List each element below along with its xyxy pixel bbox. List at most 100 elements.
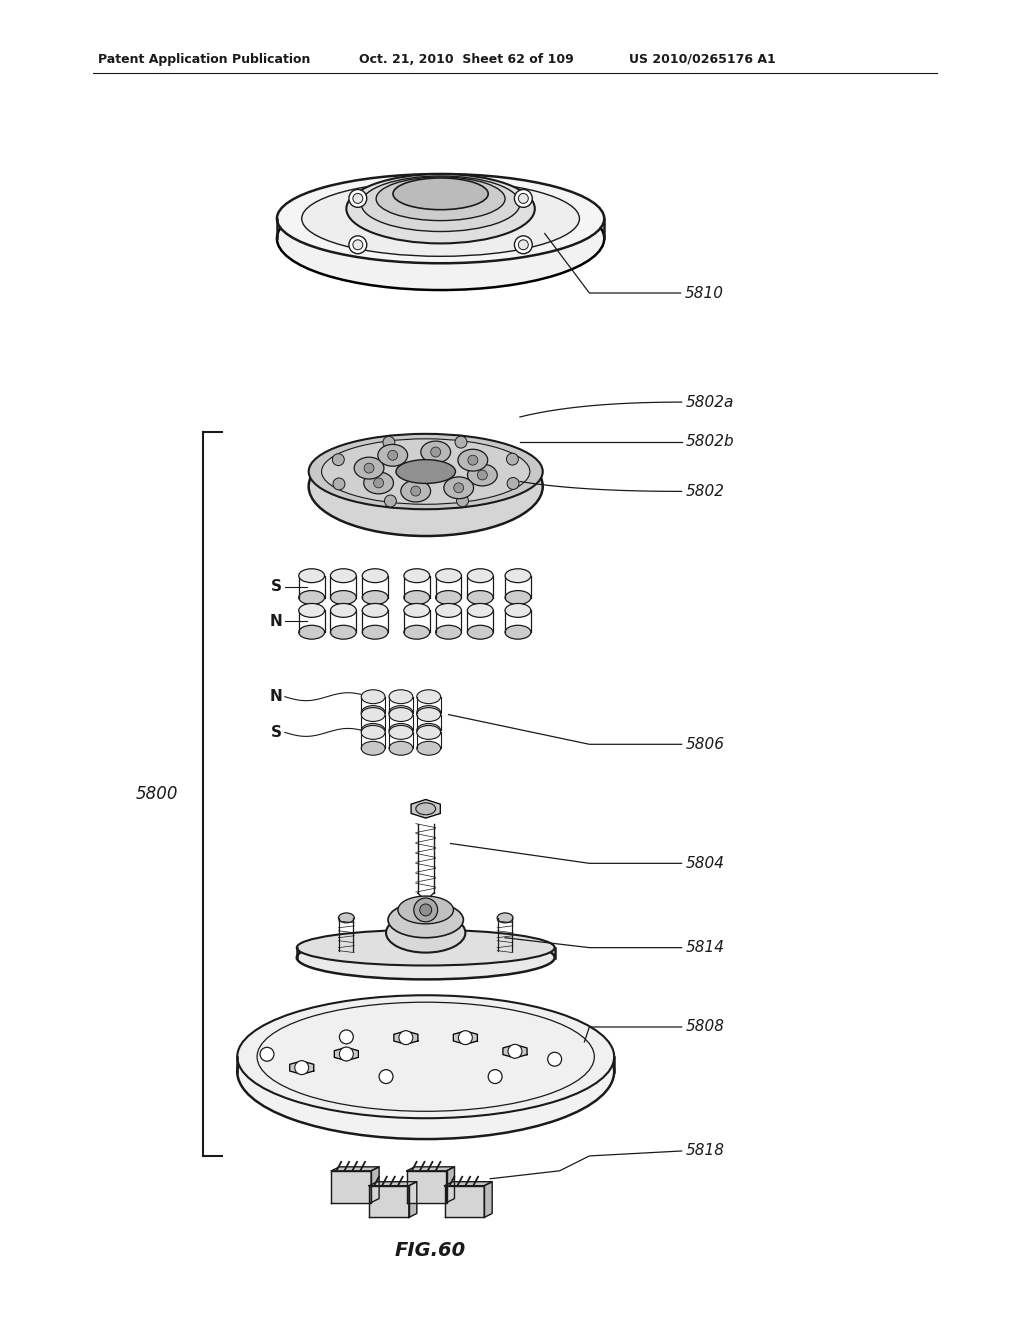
- Ellipse shape: [322, 438, 529, 504]
- Circle shape: [384, 495, 396, 507]
- Ellipse shape: [331, 590, 356, 605]
- Ellipse shape: [338, 913, 354, 923]
- Ellipse shape: [362, 603, 388, 618]
- Circle shape: [431, 447, 440, 457]
- Text: FIG.60: FIG.60: [395, 1241, 466, 1259]
- Polygon shape: [407, 1167, 455, 1171]
- Ellipse shape: [443, 477, 473, 499]
- Ellipse shape: [308, 437, 543, 536]
- Circle shape: [548, 1052, 561, 1067]
- Text: 5808: 5808: [686, 1019, 725, 1035]
- Ellipse shape: [458, 449, 487, 471]
- Ellipse shape: [435, 603, 462, 618]
- Ellipse shape: [386, 913, 465, 953]
- Ellipse shape: [396, 459, 456, 483]
- Ellipse shape: [389, 742, 413, 755]
- Ellipse shape: [403, 626, 430, 639]
- Ellipse shape: [435, 569, 462, 582]
- Ellipse shape: [361, 723, 385, 738]
- Circle shape: [383, 437, 395, 449]
- Text: 5806: 5806: [686, 737, 725, 752]
- Circle shape: [488, 1069, 502, 1084]
- Polygon shape: [484, 1181, 493, 1217]
- Circle shape: [260, 1047, 274, 1061]
- Polygon shape: [446, 1167, 455, 1203]
- Ellipse shape: [302, 181, 580, 256]
- Circle shape: [353, 194, 362, 203]
- Ellipse shape: [389, 726, 413, 739]
- Text: 5802: 5802: [686, 484, 725, 499]
- Polygon shape: [411, 800, 440, 818]
- Ellipse shape: [299, 626, 325, 639]
- Ellipse shape: [435, 590, 462, 605]
- Ellipse shape: [297, 929, 555, 965]
- Ellipse shape: [238, 995, 614, 1118]
- Polygon shape: [371, 1167, 379, 1203]
- Polygon shape: [503, 1044, 527, 1057]
- Text: 5814: 5814: [686, 940, 725, 956]
- Text: S: S: [271, 579, 282, 594]
- Polygon shape: [444, 1181, 493, 1185]
- Ellipse shape: [403, 590, 430, 605]
- Ellipse shape: [505, 590, 530, 605]
- Text: US 2010/0265176 A1: US 2010/0265176 A1: [629, 53, 776, 66]
- Ellipse shape: [331, 569, 356, 582]
- Text: N: N: [269, 689, 282, 704]
- Polygon shape: [290, 1061, 313, 1074]
- Circle shape: [379, 1069, 393, 1084]
- Circle shape: [477, 470, 487, 480]
- Text: 5810: 5810: [685, 285, 724, 301]
- Circle shape: [468, 455, 478, 465]
- Polygon shape: [332, 1171, 371, 1203]
- Circle shape: [459, 1031, 472, 1044]
- Ellipse shape: [362, 590, 388, 605]
- Circle shape: [518, 194, 528, 203]
- Ellipse shape: [331, 603, 356, 618]
- Text: 5804: 5804: [686, 855, 725, 871]
- Ellipse shape: [389, 723, 413, 738]
- Ellipse shape: [421, 441, 451, 463]
- Text: N: N: [269, 614, 282, 628]
- Circle shape: [455, 436, 467, 447]
- Circle shape: [508, 1044, 522, 1059]
- Ellipse shape: [417, 708, 440, 722]
- Polygon shape: [407, 1171, 446, 1203]
- Ellipse shape: [361, 690, 385, 704]
- Circle shape: [349, 236, 367, 253]
- Ellipse shape: [299, 590, 325, 605]
- Polygon shape: [444, 1185, 484, 1217]
- Circle shape: [349, 190, 367, 207]
- Ellipse shape: [467, 569, 494, 582]
- Text: 5802b: 5802b: [686, 434, 734, 449]
- Ellipse shape: [362, 569, 388, 582]
- Ellipse shape: [308, 434, 543, 510]
- Text: S: S: [271, 725, 282, 741]
- Ellipse shape: [238, 1005, 614, 1139]
- Circle shape: [411, 486, 421, 496]
- Circle shape: [420, 904, 432, 916]
- Ellipse shape: [376, 177, 505, 220]
- Circle shape: [295, 1061, 308, 1074]
- Polygon shape: [370, 1185, 409, 1217]
- Polygon shape: [454, 1031, 477, 1044]
- Circle shape: [507, 478, 519, 490]
- Ellipse shape: [505, 626, 530, 639]
- Circle shape: [374, 478, 384, 488]
- Ellipse shape: [417, 726, 440, 739]
- Ellipse shape: [467, 590, 494, 605]
- Circle shape: [339, 1047, 353, 1061]
- Ellipse shape: [361, 706, 385, 719]
- Circle shape: [514, 236, 532, 253]
- Text: 5800: 5800: [135, 785, 178, 803]
- Ellipse shape: [417, 723, 440, 738]
- Polygon shape: [409, 1181, 417, 1217]
- Ellipse shape: [389, 708, 413, 722]
- Polygon shape: [394, 1031, 418, 1044]
- Text: Oct. 21, 2010  Sheet 62 of 109: Oct. 21, 2010 Sheet 62 of 109: [359, 53, 574, 66]
- Ellipse shape: [468, 465, 498, 486]
- Ellipse shape: [403, 603, 430, 618]
- Ellipse shape: [505, 603, 530, 618]
- Ellipse shape: [354, 457, 384, 479]
- Ellipse shape: [417, 742, 440, 755]
- Text: 5818: 5818: [686, 1143, 725, 1159]
